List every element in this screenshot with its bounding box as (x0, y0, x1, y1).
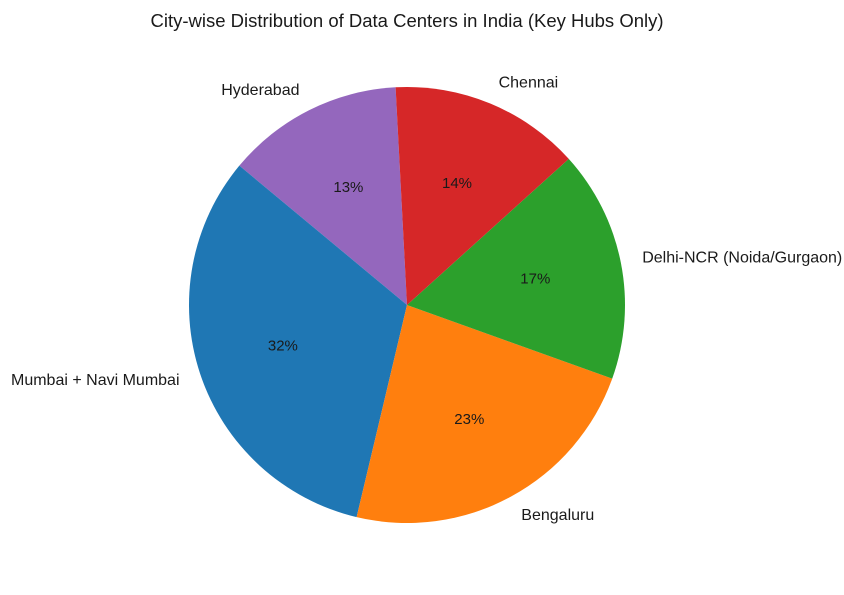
svg-text:13%: 13% (333, 179, 363, 196)
svg-text:14%: 14% (442, 175, 472, 192)
svg-text:Delhi-NCR (Noida/Gurgaon): Delhi-NCR (Noida/Gurgaon) (642, 250, 842, 267)
svg-text:Bengaluru: Bengaluru (521, 507, 594, 524)
svg-text:Hyderabad: Hyderabad (221, 82, 299, 99)
svg-text:Chennai: Chennai (499, 75, 559, 92)
svg-text:17%: 17% (520, 271, 550, 288)
svg-text:23%: 23% (454, 411, 484, 428)
svg-text:Mumbai + Navi Mumbai: Mumbai + Navi Mumbai (11, 372, 180, 389)
svg-text:32%: 32% (268, 337, 298, 354)
